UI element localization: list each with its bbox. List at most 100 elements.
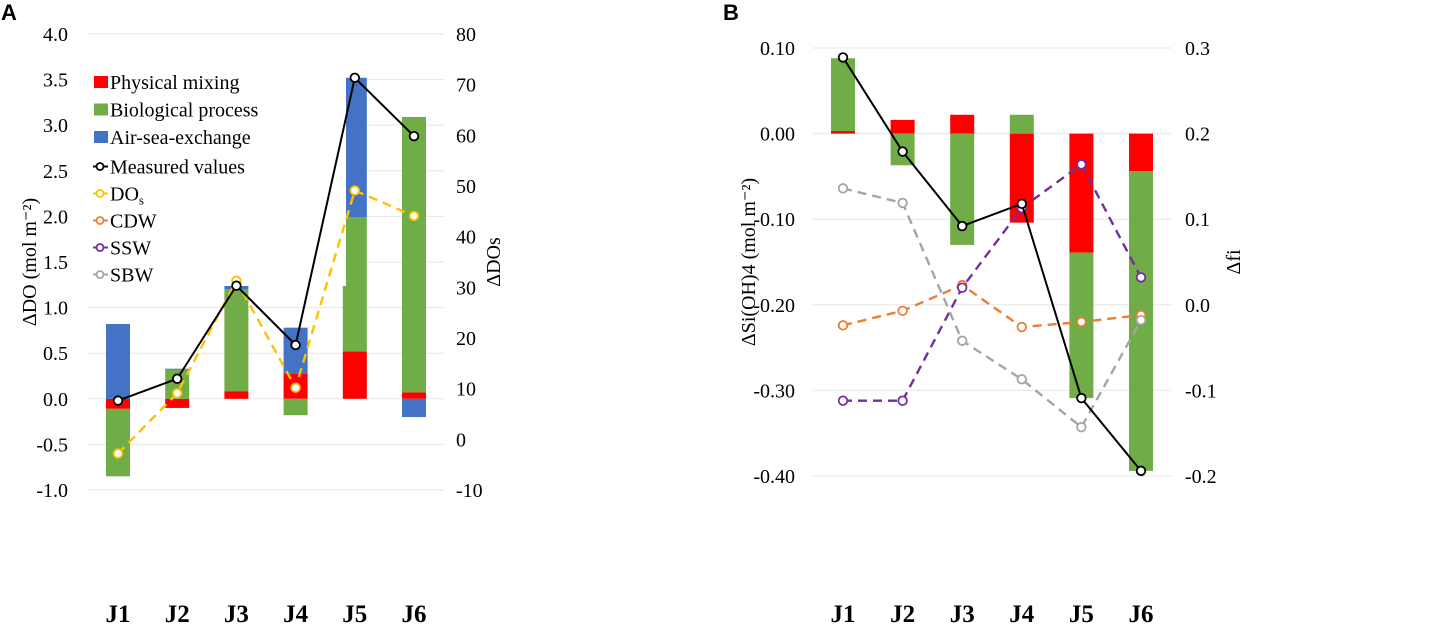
line-measured-values xyxy=(842,56,1142,472)
point-dos-j6 xyxy=(408,210,420,222)
bar-biological-process-j4 xyxy=(1009,114,1034,134)
point-ssw-j6 xyxy=(1135,272,1147,283)
bar-physical-mixing-j3 xyxy=(950,114,975,134)
legend-background xyxy=(90,64,346,286)
bar-physical-mixing-j3 xyxy=(224,391,249,399)
y-tick-label: 0.0 xyxy=(43,389,68,411)
x-tick-label: J3 xyxy=(224,601,249,628)
bar-air-sea-exchange-j5 xyxy=(342,77,367,218)
point-measured-values-j1 xyxy=(837,52,849,63)
x-tick-label: J3 xyxy=(950,601,975,628)
y-tick-label: 3.5 xyxy=(43,70,68,92)
y-tick-label: 0.00 xyxy=(760,124,795,146)
bar-physical-mixing-j5 xyxy=(342,351,367,399)
point-measured-values-j1 xyxy=(112,395,124,406)
point-sbw-j3 xyxy=(957,335,968,346)
bar-physical-mixing-j5 xyxy=(1069,133,1094,253)
point-measured-values-j2 xyxy=(897,146,908,157)
y-right-tick-label: 20 xyxy=(456,328,476,350)
line-dos xyxy=(117,188,415,455)
point-measured-values-j2 xyxy=(171,373,183,384)
point-ssw-j2 xyxy=(897,395,908,406)
point-sbw-j4 xyxy=(1016,374,1028,385)
bar-biological-process-j4 xyxy=(283,398,308,416)
point-sbw-j6 xyxy=(1135,315,1147,326)
y-right-tick-label: 10 xyxy=(456,379,476,401)
x-tick-label: J4 xyxy=(1009,601,1035,628)
y-right-tick-label: 0.1 xyxy=(1185,209,1210,231)
legend-label-physical-mixing: Physical mixing xyxy=(110,72,239,94)
panel-a-chart: 4.0 3.5 3.0 2.5 2.0 1.5 1.0 0.5 0.0 -0.5 -1.0 80 70 6… xyxy=(19,24,505,628)
legend-label-ssw: SSW xyxy=(110,238,151,260)
legend-label-cdw: CDW xyxy=(110,211,157,233)
y-right-tick-label: 30 xyxy=(456,277,476,299)
y-axis-title: ΔDO (mol m⁻²) xyxy=(19,198,41,326)
point-ssw-j3 xyxy=(957,282,968,293)
x-tick-label: J1 xyxy=(831,601,856,628)
x-tick-label: J5 xyxy=(1069,601,1094,628)
bar-physical-mixing-j6 xyxy=(402,392,426,399)
point-measured-values-j5 xyxy=(1076,392,1087,404)
legend-marker-cdw xyxy=(95,216,105,225)
x-tick-label: J1 xyxy=(106,601,131,628)
point-measured-values-j6 xyxy=(1135,465,1147,477)
point-dos-j5 xyxy=(349,185,361,196)
bar-physical-mixing-j2 xyxy=(165,398,190,408)
y-right-tick-label: -10 xyxy=(456,480,483,502)
bar-biological-process-j1 xyxy=(106,408,130,477)
panel-b-label: B xyxy=(723,0,739,25)
legend-swatch-air-sea-exchange xyxy=(94,131,108,143)
y-right-tick-label: 0.2 xyxy=(1185,124,1210,146)
legend-marker-sbw xyxy=(95,270,105,279)
point-measured-values-j6 xyxy=(408,130,420,142)
y-tick-label: 3.0 xyxy=(43,115,68,137)
point-cdw-j1 xyxy=(837,320,849,331)
bar-air-sea-exchange-j4 xyxy=(283,327,308,374)
y-tick-label: -0.20 xyxy=(753,295,795,317)
x-tick-label: J6 xyxy=(402,601,427,628)
y-tick-label: -0.5 xyxy=(36,434,68,456)
bar-air-sea-exchange-j2 xyxy=(165,368,190,370)
point-cdw-j5 xyxy=(1076,316,1087,328)
bar-biological-process-j3 xyxy=(224,289,249,392)
y-tick-label: -1.0 xyxy=(36,480,68,502)
legend-swatch-biological-process xyxy=(94,103,108,116)
y-right-tick-label: -0.2 xyxy=(1185,466,1217,488)
y-right-tick-label: 50 xyxy=(456,176,476,198)
panel-a-label: A xyxy=(1,0,17,25)
point-ssw-j1 xyxy=(837,395,849,406)
legend-label-sbw: SBW xyxy=(110,265,153,287)
line-sbw xyxy=(842,187,1143,430)
legend-swatch-physical-mixing xyxy=(94,76,108,88)
bar-air-sea-exchange-j6 xyxy=(402,398,426,418)
y-tick-label: 1.0 xyxy=(43,298,68,320)
y-tick-label: 0.10 xyxy=(760,38,795,60)
y-right-tick-label: -0.1 xyxy=(1185,380,1217,402)
point-measured-values-j3 xyxy=(957,220,968,232)
y-tick-label: 0.5 xyxy=(43,343,68,365)
y-right-tick-label: 80 xyxy=(456,24,476,46)
y-right-tick-label: 70 xyxy=(456,75,476,97)
y-right-axis-title: Δfi xyxy=(1223,249,1245,275)
point-dos-j4 xyxy=(290,382,301,393)
legend-label-air-sea-exchange: Air-sea-exchange xyxy=(110,127,251,149)
bar-physical-mixing-j1 xyxy=(831,131,855,134)
point-sbw-j1 xyxy=(837,183,849,194)
y-tick-label: -0.30 xyxy=(753,380,795,402)
x-tick-label: J5 xyxy=(342,601,367,628)
bar-air-sea-exchange-j1 xyxy=(106,324,130,399)
point-cdw-j2 xyxy=(897,305,908,316)
y-right-axis-title: ΔDOs xyxy=(483,237,505,287)
y-right-tick-label: 40 xyxy=(456,227,476,249)
line-cdw xyxy=(842,283,1142,329)
y-tick-label: 1.5 xyxy=(43,252,68,274)
y-tick-label: -0.10 xyxy=(753,209,795,231)
point-measured-values-j4 xyxy=(290,339,301,351)
legend-marker-ssw xyxy=(95,243,105,252)
y-tick-label: -0.40 xyxy=(753,466,795,488)
y-right-tick-label: 0 xyxy=(456,429,466,451)
point-measured-values-j5 xyxy=(349,72,361,83)
y-tick-label: 2.0 xyxy=(43,206,68,228)
y-tick-label: 4.0 xyxy=(43,24,68,46)
